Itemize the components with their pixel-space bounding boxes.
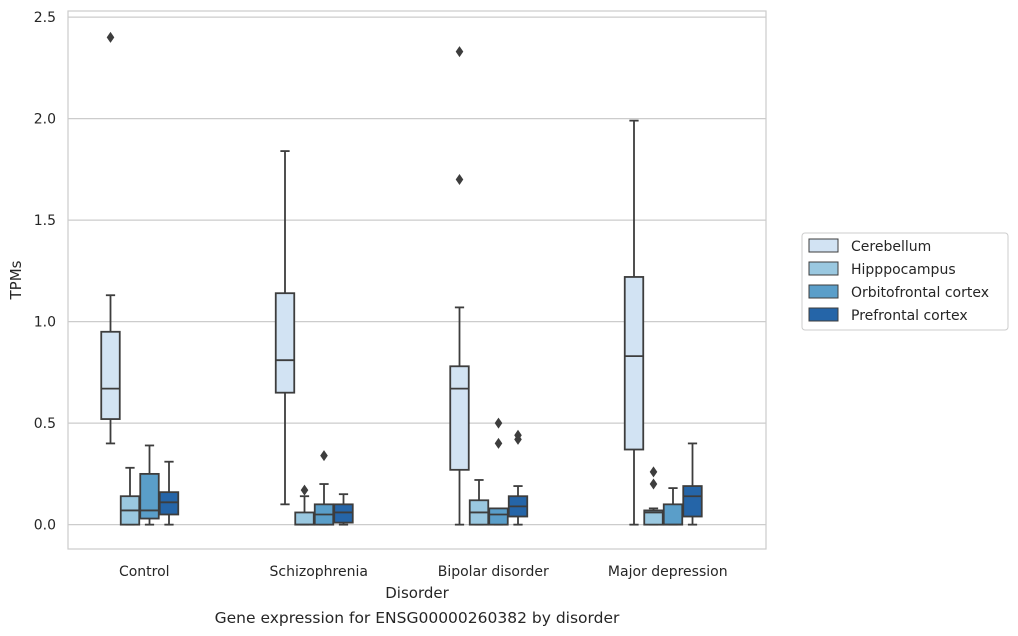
box-body (294, 511, 315, 526)
plot-frame (67, 10, 767, 550)
outlier-point (455, 46, 464, 58)
box-cerebellum-1 (274, 150, 296, 506)
legend-label: Cerebellum (851, 239, 931, 255)
box-body (682, 485, 703, 518)
x-tick-label: Major depression (608, 564, 728, 580)
outlier-point (514, 429, 522, 441)
y-tick-labels: 0.0 0.5 1.0 1.5 2.0 2.5 (34, 10, 56, 534)
boxes (100, 31, 703, 526)
box-prefrontal-cortex-3 (682, 442, 703, 526)
box-cerebellum-0 (100, 31, 121, 445)
y-tick-label: 2.5 (34, 10, 56, 26)
legend-label: Prefrontal cortex (851, 308, 968, 324)
box-hipppocampus-3 (643, 466, 664, 526)
legend-label: Orbitofrontal cortex (851, 285, 989, 301)
outlier-point (649, 478, 658, 490)
x-tick-label: Control (119, 564, 170, 580)
outlier-point (300, 484, 309, 496)
box-hipppocampus-2 (468, 479, 490, 526)
box-body (643, 509, 664, 526)
outlier-point (649, 466, 658, 478)
outlier-point (320, 450, 328, 462)
x-tick-label: Schizophrenia (270, 564, 368, 580)
legend-swatch (808, 238, 839, 253)
legend-label: Hipppocampus (851, 262, 956, 278)
box-body (158, 491, 180, 516)
outlier-point (106, 31, 115, 43)
box-body (488, 507, 509, 526)
box-cerebellum-3 (623, 119, 645, 526)
legend-frame (801, 232, 1009, 331)
x-axis-title: Disorder (385, 584, 449, 602)
grid-lines (68, 16, 766, 526)
box-orbitofrontal-cortex-3 (662, 487, 684, 526)
box-prefrontal-cortex-1 (333, 493, 354, 526)
y-axis-title: TPMs (7, 260, 25, 300)
legend-swatch (808, 261, 839, 276)
box-hipppocampus-1 (294, 484, 315, 526)
box-body (662, 503, 684, 526)
box-body (139, 472, 160, 520)
box-body (274, 292, 296, 394)
box-orbitofrontal-cortex-1 (313, 450, 335, 526)
y-tick-label: 1.5 (34, 213, 56, 229)
outlier-point (494, 437, 503, 449)
x-tick-labels: Control Schizophrenia Bipolar disorder Majo… (119, 564, 728, 580)
box-body (100, 330, 121, 420)
box-hipppocampus-0 (119, 466, 141, 526)
box-body (449, 365, 470, 471)
box-cerebellum-2 (449, 46, 470, 526)
outlier-point (494, 417, 503, 429)
chart-caption: Gene expression for ENSG00000260382 by d… (215, 609, 620, 627)
box-prefrontal-cortex-0 (158, 460, 180, 526)
box-body (623, 276, 645, 451)
y-tick-label: 0.5 (34, 416, 56, 432)
box-orbitofrontal-cortex-0 (139, 444, 160, 526)
x-tick-label: Bipolar disorder (438, 564, 549, 580)
box-prefrontal-cortex-2 (507, 429, 529, 526)
box-body (333, 503, 354, 524)
y-tick-label: 2.0 (34, 112, 56, 128)
box-orbitofrontal-cortex-2 (488, 417, 509, 526)
legend: Cerebellum Hipppocampus Orbitofrontal cort… (801, 232, 1009, 331)
y-tick-label: 1.0 (34, 315, 56, 331)
legend-swatch (808, 307, 839, 322)
legend-swatch (808, 284, 839, 299)
outlier-point (455, 174, 464, 186)
y-tick-label: 0.0 (34, 518, 56, 534)
